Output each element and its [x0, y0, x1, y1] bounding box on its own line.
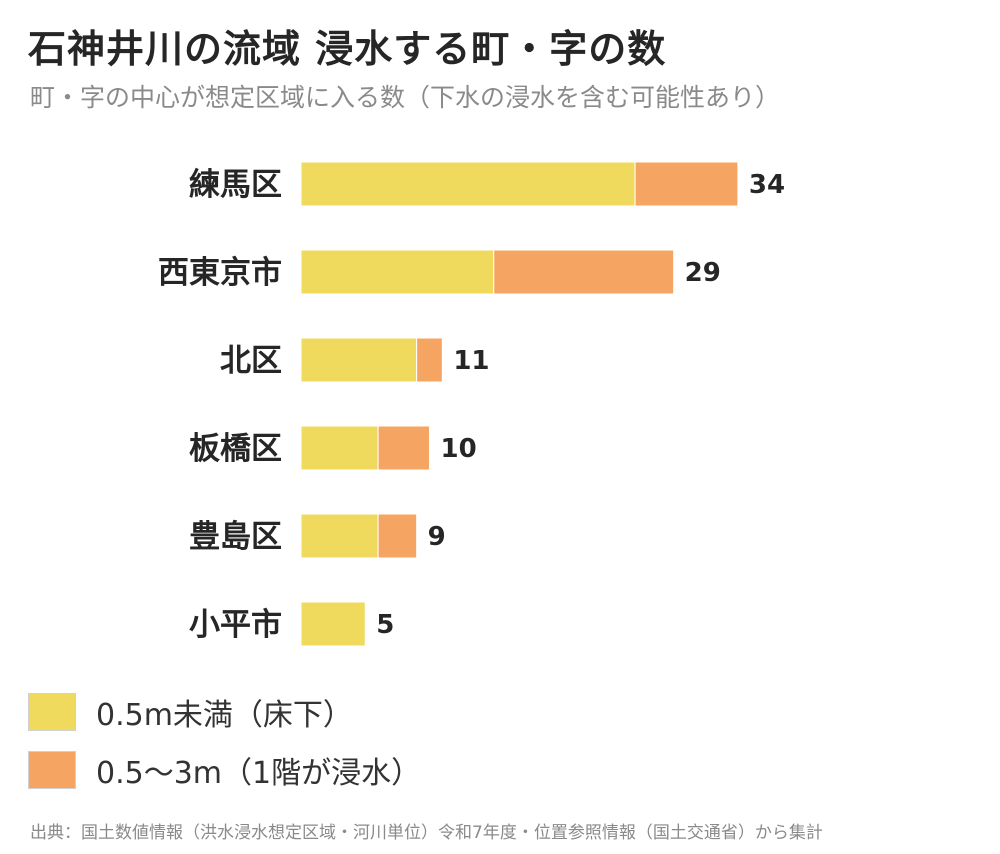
bar-segment-below-05m: [300, 513, 379, 559]
bar-segment-below-05m: [300, 601, 366, 647]
bar-segment-below-05m: [300, 337, 418, 383]
total-value-label: 9: [428, 522, 446, 552]
chart-subtitle: 町・字の中心が想定区域に入る数（下水の浸水を含む可能性あり）: [30, 83, 781, 112]
bar-segment-05-3m: [493, 249, 675, 295]
category-label: 西東京市: [158, 255, 282, 291]
legend-swatch-05-3m: [28, 751, 76, 789]
bar-segment-below-05m: [300, 161, 636, 207]
legend-label-below-05m: 0.5m未満（床下）: [96, 698, 353, 733]
total-value-label: 29: [685, 258, 721, 288]
legend-label-05-3m: 0.5〜3m（1階が浸水）: [96, 756, 422, 791]
source-note: 出典：国土数値情報（洪水浸水想定区域・河川単位）令和7年度・位置参照情報（国土交…: [30, 823, 823, 843]
category-label: 北区: [220, 343, 282, 379]
legend-item-below-05m: 0.5m未満（床下）: [28, 690, 353, 734]
total-value-label: 34: [749, 170, 785, 200]
legend-item-05-3m: 0.5〜3m（1階が浸水）: [28, 748, 421, 792]
total-value-label: 10: [441, 434, 477, 464]
bar-segment-05-3m: [634, 161, 739, 207]
category-label: 小平市: [189, 607, 282, 643]
bar-segment-05-3m: [377, 513, 418, 559]
stacked-bar-chart: 練馬区 34 西東京市 29 北区 11 板橋区 10 豊島区 9 小平市 5: [158, 161, 785, 647]
bar-segment-05-3m: [377, 425, 431, 471]
legend-swatch-below-05m: [28, 693, 76, 731]
total-value-label: 11: [453, 346, 489, 376]
chart-title: 石神井川の流域 浸水する町・字の数: [28, 27, 667, 71]
bar-segment-below-05m: [300, 425, 379, 471]
category-label: 板橋区: [189, 431, 282, 467]
category-label: 練馬区: [189, 167, 282, 203]
total-value-label: 5: [376, 610, 394, 640]
bar-segment-below-05m: [300, 249, 495, 295]
bar-segment-05-3m: [416, 337, 443, 383]
category-label: 豊島区: [189, 519, 282, 555]
